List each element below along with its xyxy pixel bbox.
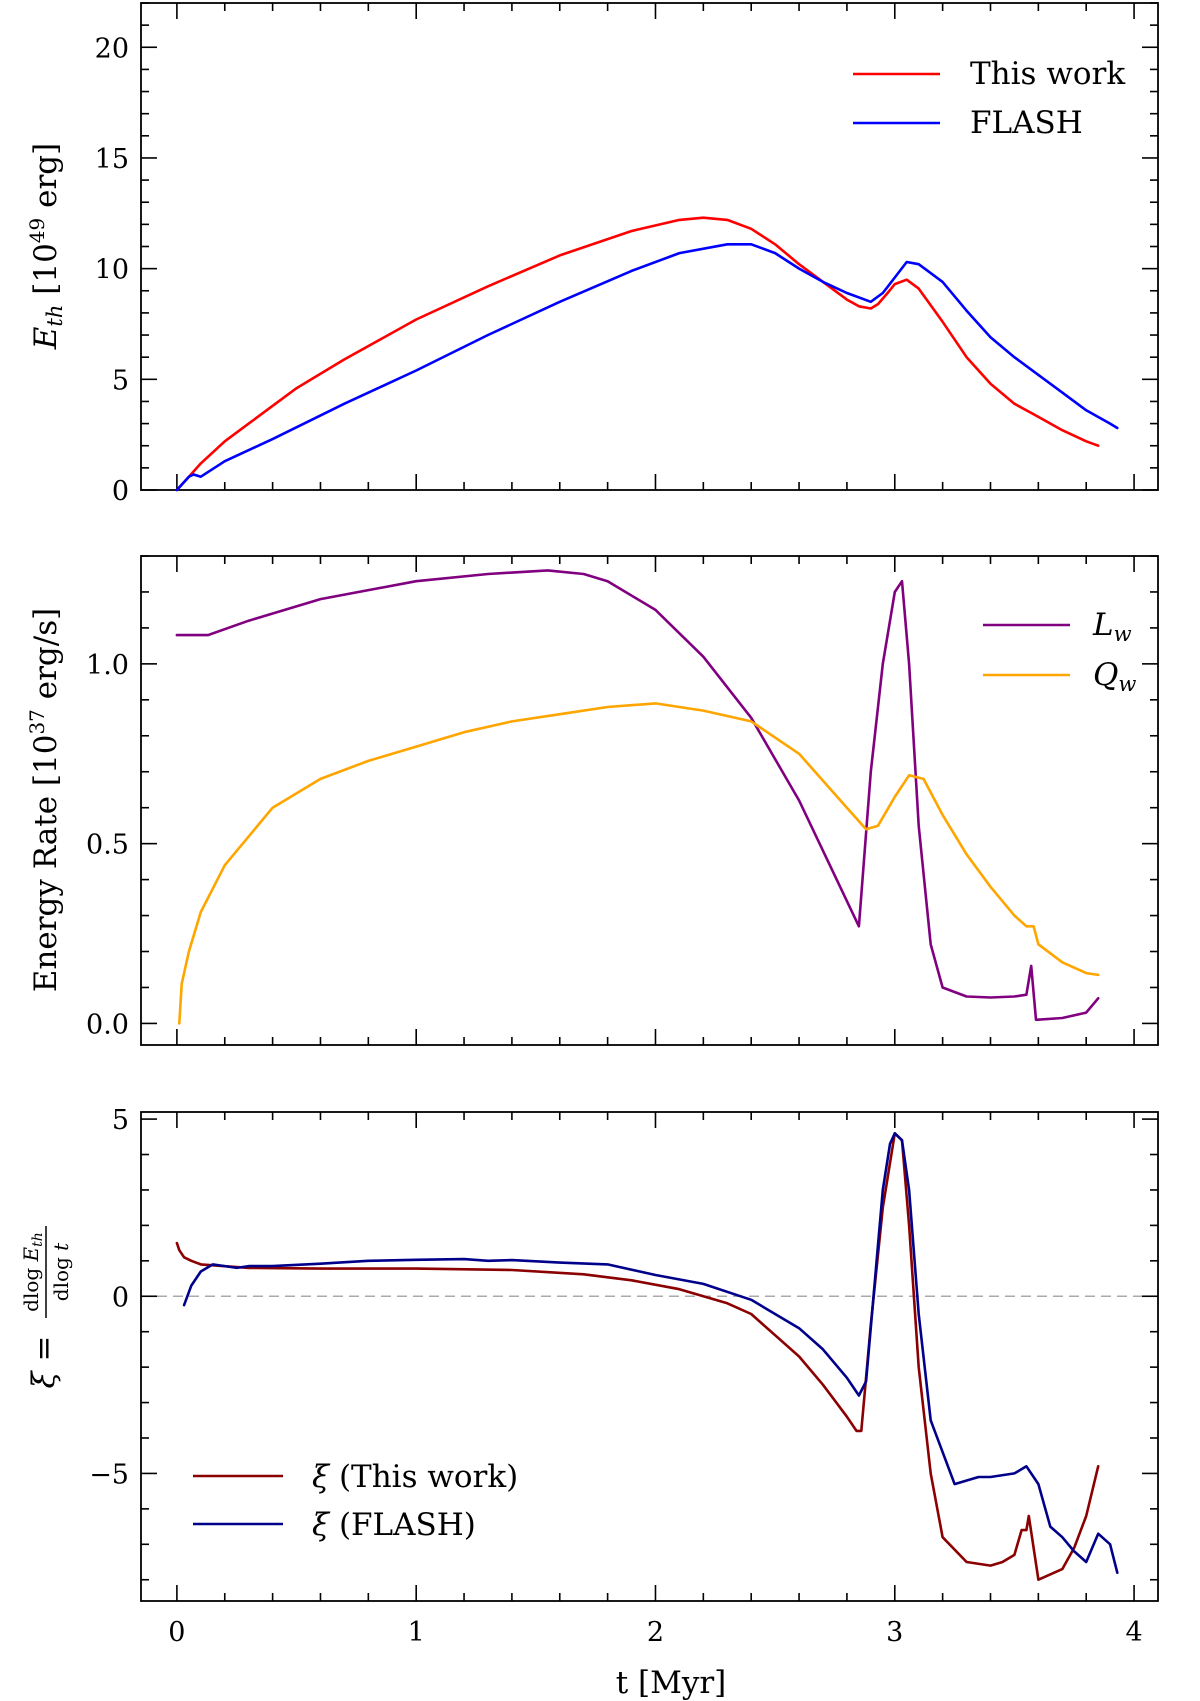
legend: This work FLASH — [853, 56, 1125, 141]
panel-thermal-energy: 0 5 10 15 20 Eth [1049 erg] This work FLASH — [25, 2, 1159, 507]
panel-xi: −5 0 5 ξ = dlog Eth dlog t ξ (This work) ξ… — [19, 1105, 1159, 1602]
y-label-prefix: Energy Rate [10 — [28, 735, 64, 993]
y-label-exp: 49 — [25, 218, 49, 243]
y-axis-label: ξ = dlog Eth dlog t — [19, 1226, 73, 1388]
svg-text:Eth [1049 erg]: Eth [1049 erg] — [25, 143, 67, 350]
y-label-unit-close: erg] — [28, 143, 64, 208]
y-label-E: E — [28, 326, 64, 350]
ticks-group: 0.0 0.5 1.0 — [86, 555, 1158, 1045]
ticks-group: 0 5 10 15 20 — [95, 2, 1158, 507]
series-line-this-work — [175, 216, 1100, 492]
y-axis-label: Eth [1049 erg] — [25, 143, 67, 350]
y-tick-label: 0.5 — [86, 830, 129, 861]
legend-label-flash: FLASH — [970, 105, 1083, 141]
x-tick-label: 2 — [647, 1617, 664, 1648]
ticks-group: −5 0 5 — [89, 1105, 1158, 1601]
plot-frame — [140, 555, 1159, 1046]
series-group — [175, 569, 1100, 1025]
x-tick-label: 3 — [886, 1617, 903, 1648]
y-tick-label: 10 — [95, 255, 129, 286]
y-tick-label: 0 — [112, 1282, 129, 1313]
svg-text:ξ =: ξ = — [26, 1336, 62, 1389]
series-line-q-w — [178, 702, 1100, 1025]
legend: ξ (This work) ξ (FLASH) — [193, 1459, 518, 1543]
y-tick-label: 15 — [95, 144, 129, 175]
y-label-suffix: erg/s] — [28, 608, 64, 699]
legend-label-xi-flash: ξ (FLASH) — [312, 1507, 476, 1543]
legend-label-xi-this-work: ξ (This work) — [312, 1459, 518, 1495]
svg-text:dlog t: dlog t — [49, 1242, 73, 1301]
legend-label-Lw: Lw — [1092, 607, 1132, 646]
legend-label-Qw: Qw — [1093, 657, 1136, 696]
y-tick-label: 0 — [112, 476, 129, 507]
y-label-sub: th — [43, 305, 67, 327]
svg-text:dlog Eth: dlog Eth — [19, 1232, 46, 1312]
series-line-flash — [175, 243, 1119, 492]
y-tick-label: 20 — [95, 33, 129, 64]
panel-energy-rate: 0.0 0.5 1.0 Energy Rate [1037 erg/s] Lw Qw — [25, 555, 1159, 1046]
svg-text:Energy Rate [1037 erg/s]: Energy Rate [1037 erg/s] — [25, 608, 64, 992]
series-line-l-w — [175, 569, 1100, 1022]
series-group — [175, 216, 1119, 492]
plot-frame — [140, 1111, 1159, 1602]
x-tick-label: 0 — [168, 1617, 185, 1648]
series-line-flash — [182, 1132, 1119, 1574]
legend: Lw Qw — [983, 607, 1136, 696]
y-tick-label: 5 — [112, 1105, 129, 1136]
legend-label-this-work: This work — [970, 56, 1125, 92]
y-label-unit-open: [10 — [28, 243, 64, 295]
y-tick-label: −5 — [89, 1459, 129, 1490]
y-tick-label: 5 — [112, 365, 129, 396]
y-axis-label: Energy Rate [1037 erg/s] — [25, 608, 64, 992]
y-label-exp: 37 — [25, 709, 49, 734]
x-tick-labels: 0 1 2 3 4 — [168, 1617, 1142, 1648]
x-tick-label: 4 — [1125, 1617, 1142, 1648]
y-tick-label: 1.0 — [86, 650, 129, 681]
x-tick-label: 1 — [408, 1617, 425, 1648]
x-axis-label: t [Myr] — [616, 1665, 727, 1701]
y-tick-label: 0.0 — [86, 1009, 129, 1040]
series-group — [175, 1132, 1119, 1581]
